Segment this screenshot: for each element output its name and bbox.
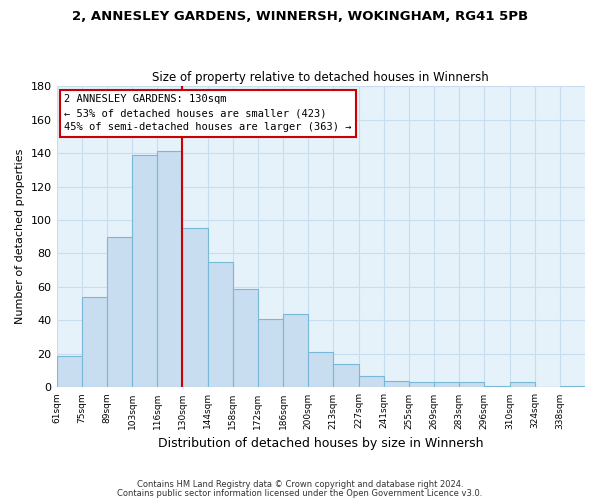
Text: 2, ANNESLEY GARDENS, WINNERSH, WOKINGHAM, RG41 5PB: 2, ANNESLEY GARDENS, WINNERSH, WOKINGHAM… <box>72 10 528 23</box>
X-axis label: Distribution of detached houses by size in Winnersh: Distribution of detached houses by size … <box>158 437 484 450</box>
Bar <box>459 382 484 388</box>
Text: Contains public sector information licensed under the Open Government Licence v3: Contains public sector information licen… <box>118 488 482 498</box>
Title: Size of property relative to detached houses in Winnersh: Size of property relative to detached ho… <box>152 70 489 84</box>
Text: 2 ANNESLEY GARDENS: 130sqm
← 53% of detached houses are smaller (423)
45% of sem: 2 ANNESLEY GARDENS: 130sqm ← 53% of deta… <box>64 94 352 132</box>
Bar <box>157 152 182 388</box>
Bar <box>409 382 434 388</box>
Bar <box>82 297 107 388</box>
Y-axis label: Number of detached properties: Number of detached properties <box>15 149 25 324</box>
Bar <box>132 154 157 388</box>
Bar <box>308 352 334 388</box>
Text: Contains HM Land Registry data © Crown copyright and database right 2024.: Contains HM Land Registry data © Crown c… <box>137 480 463 489</box>
Bar <box>283 314 308 388</box>
Bar <box>434 382 459 388</box>
Bar <box>484 386 509 388</box>
Bar <box>208 262 233 388</box>
Bar <box>334 364 359 388</box>
Bar <box>56 356 82 388</box>
Bar <box>182 228 208 388</box>
Bar <box>560 386 585 388</box>
Bar <box>383 380 409 388</box>
Bar <box>107 236 132 388</box>
Bar <box>258 319 283 388</box>
Bar <box>233 288 258 388</box>
Bar <box>359 376 383 388</box>
Bar <box>509 382 535 388</box>
